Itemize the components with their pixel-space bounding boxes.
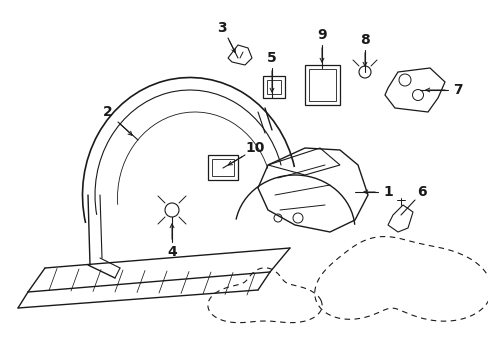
Text: 5: 5 [266, 51, 276, 65]
Text: 8: 8 [359, 33, 369, 47]
Text: 3: 3 [217, 21, 226, 35]
Text: 2: 2 [103, 105, 113, 119]
Text: 4: 4 [167, 245, 177, 259]
Text: 10: 10 [245, 141, 264, 155]
Text: 1: 1 [382, 185, 392, 199]
Bar [305, 65, 339, 105]
Bar [266, 80, 281, 94]
Bar [308, 69, 335, 101]
Text: 7: 7 [452, 83, 462, 97]
Bar [212, 159, 234, 176]
Text: 9: 9 [317, 28, 326, 42]
Bar [263, 76, 285, 98]
Text: 6: 6 [416, 185, 426, 199]
Bar [207, 155, 238, 180]
